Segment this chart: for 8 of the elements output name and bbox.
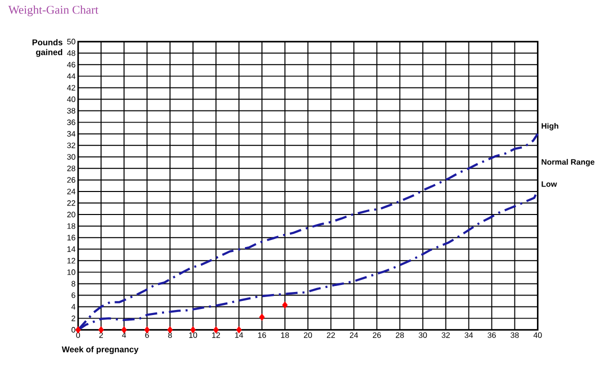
point — [98, 326, 104, 334]
point — [167, 326, 173, 334]
point — [259, 313, 265, 321]
chart-title: Weight-Gain Chart — [8, 5, 98, 16]
point — [282, 301, 288, 309]
x-axis-title: Week of pregnancy — [62, 346, 138, 354]
point — [144, 326, 150, 334]
y-axis-title: Pounds gained — [32, 38, 62, 57]
